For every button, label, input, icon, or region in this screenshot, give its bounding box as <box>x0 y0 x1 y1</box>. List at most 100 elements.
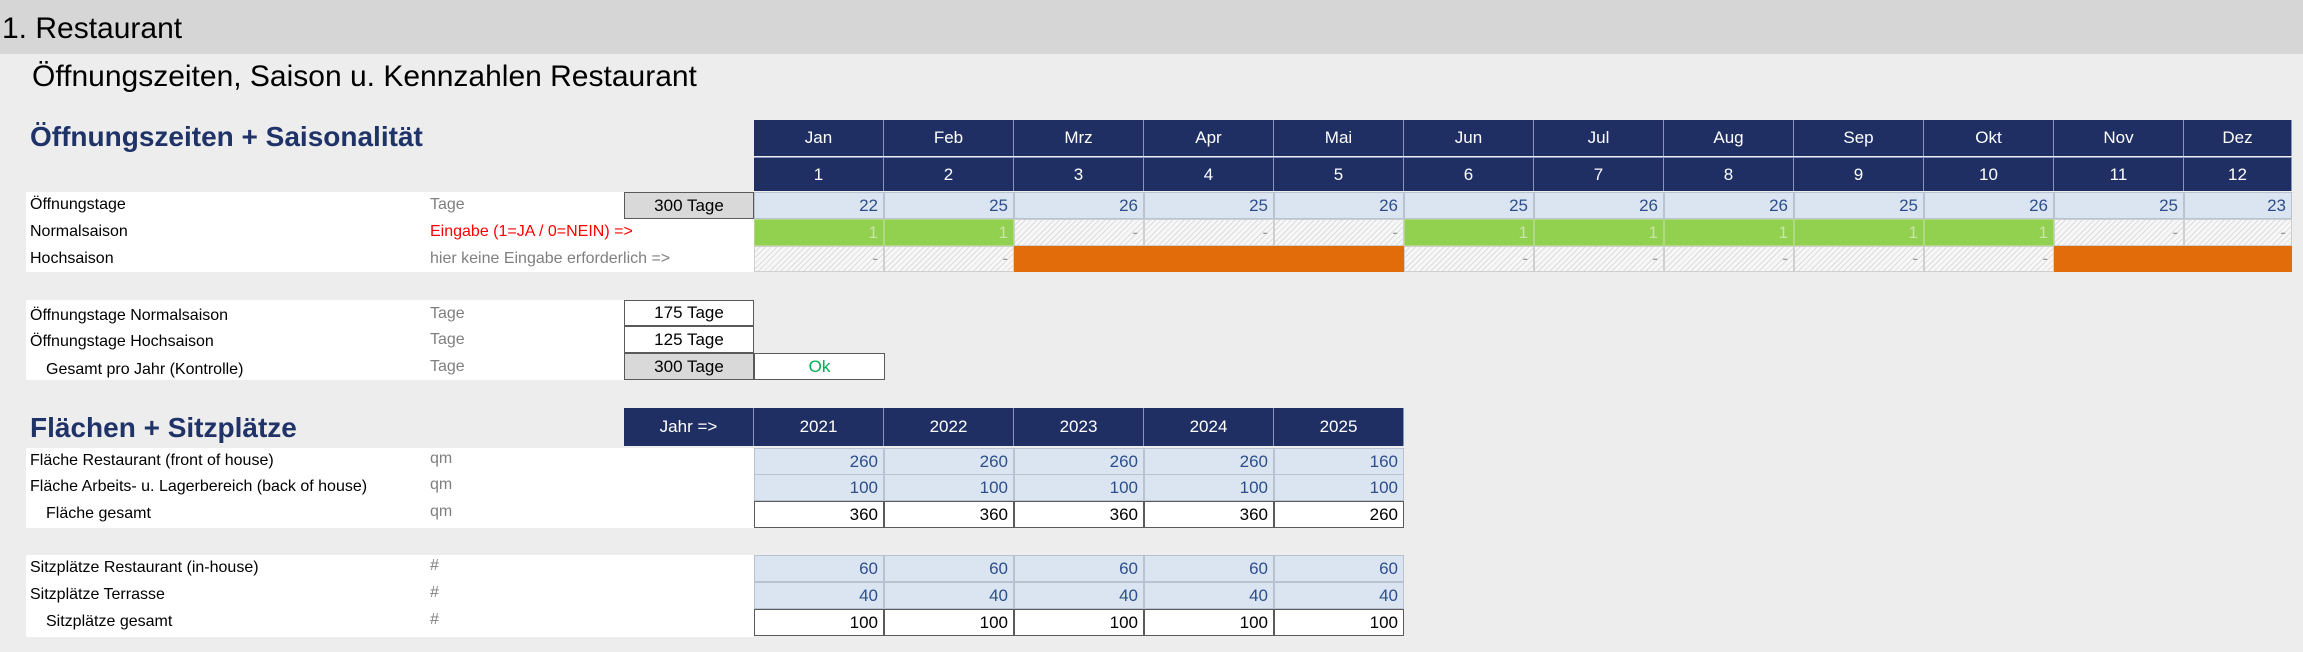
area-cell-5-2025[interactable]: 40 <box>1274 582 1404 609</box>
month-number-11: 11 <box>2054 157 2184 191</box>
area-cell-1-2021[interactable]: 260 <box>754 448 884 475</box>
hochsaison-cell-2: - <box>884 246 1014 272</box>
oeffnungstage-cell-2[interactable]: 25 <box>884 192 1014 219</box>
row-bg-areas <box>26 448 754 528</box>
area-cell-5-2023[interactable]: 40 <box>1014 582 1144 609</box>
month-number-8: 8 <box>1664 157 1794 191</box>
year-header-label: Jahr => <box>624 408 754 446</box>
summary-value-hoch[interactable]: 125 Tage <box>624 326 754 353</box>
year-header-2021: 2021 <box>754 408 884 446</box>
area-cell-5-2022[interactable]: 40 <box>884 582 1014 609</box>
area-cell-5-2021[interactable]: 40 <box>754 582 884 609</box>
area-cell-4-2024[interactable]: 60 <box>1144 555 1274 582</box>
normalsaison-cell-2[interactable]: 1 <box>884 219 1014 246</box>
area-cell-3-2021: 360 <box>754 501 884 528</box>
normalsaison-cell-10[interactable]: 1 <box>1924 219 2054 246</box>
check-status-badge: Ok <box>754 353 885 380</box>
area-cell-2-2024[interactable]: 100 <box>1144 474 1274 501</box>
hochsaison-cell-12: 1 <box>2184 246 2292 272</box>
year-header-2023: 2023 <box>1014 408 1144 446</box>
row-label-hochsaison: Hochsaison <box>30 250 114 267</box>
oeffnungstage-cell-11[interactable]: 25 <box>2054 192 2184 219</box>
row-label-normalsaison: Normalsaison <box>30 223 128 240</box>
area-row-label-2: Fläche Arbeits- u. Lagerbereich (back of… <box>30 478 368 495</box>
area-cell-5-2024[interactable]: 40 <box>1144 582 1274 609</box>
area-row-unit-5: # <box>430 584 439 601</box>
month-header-mai: Mai <box>1274 120 1404 156</box>
normalsaison-cell-5[interactable]: - <box>1274 219 1404 246</box>
summary-value-normal[interactable]: 175 Tage <box>624 300 754 326</box>
normalsaison-cell-11[interactable]: - <box>2054 219 2184 246</box>
normalsaison-cell-9[interactable]: 1 <box>1794 219 1924 246</box>
area-cell-3-2022: 360 <box>884 501 1014 528</box>
oeffnungstage-cell-4[interactable]: 25 <box>1144 192 1274 219</box>
normalsaison-cell-12[interactable]: - <box>2184 219 2292 246</box>
area-row-unit-1: qm <box>430 450 453 467</box>
area-cell-6-2022: 100 <box>884 609 1014 636</box>
month-header-feb: Feb <box>884 120 1014 156</box>
normalsaison-cell-4[interactable]: - <box>1144 219 1274 246</box>
oeffnungstage-cell-6[interactable]: 25 <box>1404 192 1534 219</box>
hint-hochsaison: hier keine Eingabe erforderlich => <box>430 250 671 267</box>
oeffnungstage-cell-5[interactable]: 26 <box>1274 192 1404 219</box>
row-label-oeffnungstage: Öffnungstage <box>30 196 126 213</box>
area-cell-1-2022[interactable]: 260 <box>884 448 1014 475</box>
area-cell-2-2025[interactable]: 100 <box>1274 474 1404 501</box>
year-header-2024: 2024 <box>1144 408 1274 446</box>
section-title-areas: Flächen + Sitzplätze <box>30 412 297 443</box>
oeffnungstage-cell-7[interactable]: 26 <box>1534 192 1664 219</box>
area-cell-4-2025[interactable]: 60 <box>1274 555 1404 582</box>
normalsaison-cell-7[interactable]: 1 <box>1534 219 1664 246</box>
area-cell-2-2023[interactable]: 100 <box>1014 474 1144 501</box>
area-row-label-5: Sitzplätze Terrasse <box>30 586 165 603</box>
area-row-unit-6: # <box>430 611 439 628</box>
month-header-mrz: Mrz <box>1014 120 1144 156</box>
summary-unit-hoch: Tage <box>430 331 465 348</box>
area-cell-4-2023[interactable]: 60 <box>1014 555 1144 582</box>
page-subtitle: Öffnungszeiten, Saison u. Kennzahlen Res… <box>32 60 697 93</box>
area-row-label-6: Sitzplätze gesamt <box>46 613 173 630</box>
normalsaison-cell-8[interactable]: 1 <box>1664 219 1794 246</box>
area-cell-1-2023[interactable]: 260 <box>1014 448 1144 475</box>
hint-normalsaison: Eingabe (1=JA / 0=NEIN) => <box>430 223 633 240</box>
area-cell-3-2025: 260 <box>1274 501 1404 528</box>
month-number-3: 3 <box>1014 157 1144 191</box>
hochsaison-cell-5: 1 <box>1274 246 1404 272</box>
area-row-label-3: Fläche gesamt <box>46 505 151 522</box>
area-cell-2-2022[interactable]: 100 <box>884 474 1014 501</box>
oeffnungstage-cell-3[interactable]: 26 <box>1014 192 1144 219</box>
section-title-opening: Öffnungszeiten + Saisonalität <box>30 121 423 152</box>
normalsaison-cell-3[interactable]: - <box>1014 219 1144 246</box>
month-number-9: 9 <box>1794 157 1924 191</box>
month-header-dez: Dez <box>2184 120 2292 156</box>
area-cell-2-2021[interactable]: 100 <box>754 474 884 501</box>
oeffnungstage-cell-9[interactable]: 25 <box>1794 192 1924 219</box>
normalsaison-cell-1[interactable]: 1 <box>754 219 884 246</box>
summary-label-gesamt: Gesamt pro Jahr (Kontrolle) <box>46 361 244 378</box>
month-header-jun: Jun <box>1404 120 1534 156</box>
oeffnungstage-cell-10[interactable]: 26 <box>1924 192 2054 219</box>
month-number-5: 5 <box>1274 157 1404 191</box>
area-cell-1-2024[interactable]: 260 <box>1144 448 1274 475</box>
area-cell-4-2022[interactable]: 60 <box>884 555 1014 582</box>
month-number-10: 10 <box>1924 157 2054 191</box>
oeffnungstage-cell-12[interactable]: 23 <box>2184 192 2292 219</box>
area-cell-3-2023: 360 <box>1014 501 1144 528</box>
hochsaison-cell-4: 1 <box>1144 246 1274 272</box>
area-row-label-1: Fläche Restaurant (front of house) <box>30 452 274 469</box>
oeffnungstage-cell-1[interactable]: 22 <box>754 192 884 219</box>
area-row-unit-2: qm <box>430 476 453 493</box>
month-number-1: 1 <box>754 157 884 191</box>
month-number-6: 6 <box>1404 157 1534 191</box>
month-header-jan: Jan <box>754 120 884 156</box>
area-cell-6-2025: 100 <box>1274 609 1404 636</box>
page-title: 1. Restaurant <box>2 12 183 45</box>
area-cell-1-2025[interactable]: 160 <box>1274 448 1404 475</box>
oeffnungstage-cell-8[interactable]: 26 <box>1664 192 1794 219</box>
summary-unit-normal: Tage <box>430 305 465 322</box>
area-cell-6-2021: 100 <box>754 609 884 636</box>
area-cell-4-2021[interactable]: 60 <box>754 555 884 582</box>
summary-unit-gesamt: Tage <box>430 358 465 375</box>
month-number-4: 4 <box>1144 157 1274 191</box>
normalsaison-cell-6[interactable]: 1 <box>1404 219 1534 246</box>
